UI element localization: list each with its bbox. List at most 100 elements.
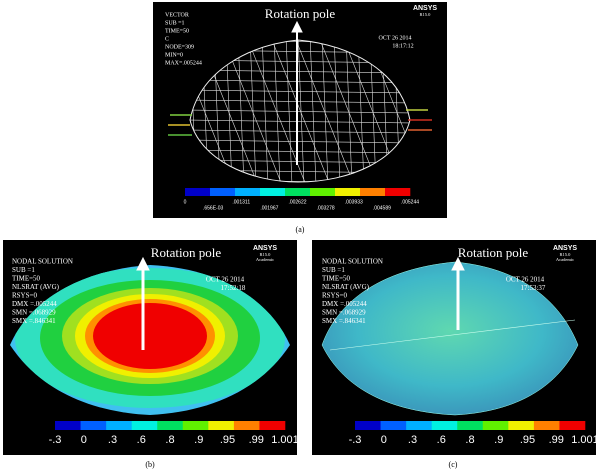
colorbar-band [482,421,509,430]
colorbar-band [80,421,107,430]
wire-line [309,40,317,182]
colorbar-band [55,421,81,430]
edge-line [329,319,576,351]
legend-label: .656E-03 [203,205,224,211]
legend-label: .99 [549,434,564,446]
legend-label: -.3 [49,434,62,446]
wire-line [190,79,410,84]
colorbar-band [457,421,484,430]
pole-label: Rotation pole [265,6,336,21]
version: R15.0 [420,12,432,17]
time: 17:52:18 [221,284,246,292]
legend-label: .9 [194,434,203,446]
legend-label: 0 [184,199,187,205]
wire-line [190,89,410,94]
edition: Academic [556,257,574,262]
info-line: RSYS=0 [322,292,347,300]
info-line: TIME=50 [322,275,351,283]
wire-line [273,40,281,182]
colorbar-band [335,188,361,196]
date: OCT 26 2014 [379,35,412,41]
legend-label: .8 [165,434,174,446]
info-line: SUB =1 [165,20,185,26]
info-line: SUB =1 [322,266,345,274]
caption: (a) [296,225,305,234]
colorbar-band [285,188,311,196]
caption: (c) [449,460,458,469]
wire-line [190,69,410,74]
info-line: MAX=.005244 [165,60,202,66]
info-line: DMX =.005244 [322,300,367,308]
wire-line [190,99,410,104]
translucent-body [321,261,579,416]
pole-arrows [136,20,465,350]
vector-arrows [168,109,432,136]
colorbar-band [380,421,407,430]
wire-line [345,40,353,182]
legend-label: 0 [81,434,87,446]
info-line: DMX =.005244 [12,300,57,308]
legend-label: 0 [381,434,387,446]
wire-line [261,40,269,182]
colorbar-band [310,188,336,196]
logo: ANSYS [553,245,577,252]
legend-label: -.3 [349,434,362,446]
colorbar-band [106,421,132,430]
legend-label: .3 [108,434,117,446]
info-line: SMN =.068929 [12,309,56,317]
wire-line [269,40,331,182]
colorbar-band [157,421,184,430]
colorbar-band [131,421,158,430]
info-line: C [165,36,169,42]
time: 17:53:37 [521,284,546,292]
info-line: NODE=309 [165,44,194,50]
wire-line [190,139,410,144]
colorbar-band [508,421,535,430]
info-line: MIN=0 [165,52,183,58]
wire-line [190,119,410,124]
info-line: SMX =.846341 [12,317,56,325]
caption: (b) [145,460,155,469]
wire-line [190,109,410,114]
colorbar-band [385,188,411,196]
legend-label: .3 [408,434,417,446]
colorbar-band [185,188,211,196]
legend-label: .8 [465,434,474,446]
colorbar-band [431,421,458,430]
legend-label: .99 [249,434,264,446]
legend-label: .6 [437,434,446,446]
wire-line [190,149,410,154]
logo: ANSYS [413,5,437,12]
info-line: TIME=50 [12,275,41,283]
info-line: NLSRAT (AVG) [12,283,60,291]
colorbar-band [182,421,209,430]
legend-label: .001967 [260,205,278,211]
info-line: RSYS=0 [12,292,37,300]
wire-line [317,40,379,182]
pole-label: Rotation pole [458,245,529,260]
info-line: VECTOR [165,12,189,18]
time: 18:17:12 [392,43,413,49]
info-line: NODAL SOLUTION [12,258,73,266]
legend-label: 1.001 [271,434,299,446]
legend-label: .001311 [232,199,250,205]
legend-label: .005244 [401,199,419,205]
wire-line [190,129,410,134]
info-line: SMN =.068929 [322,309,366,317]
info-line: NLSRAT (AVG) [322,283,370,291]
wire-line [357,40,365,182]
colorbar-band [360,188,386,196]
colorbar-band [233,421,260,430]
colorbar-band [355,421,381,430]
info-line: NODAL SOLUTION [322,258,383,266]
info-line: SMX =.846341 [322,317,366,325]
colorbar-band [260,188,286,196]
pole-label: Rotation pole [151,245,222,260]
colorbar-band [533,421,560,430]
legend-label: .9 [494,434,503,446]
legend-label: .95 [220,434,235,446]
wire-line [237,40,245,182]
colorbar-band [259,421,286,430]
info-line: TIME=50 [165,28,189,34]
date: OCT 26 2014 [506,276,545,284]
